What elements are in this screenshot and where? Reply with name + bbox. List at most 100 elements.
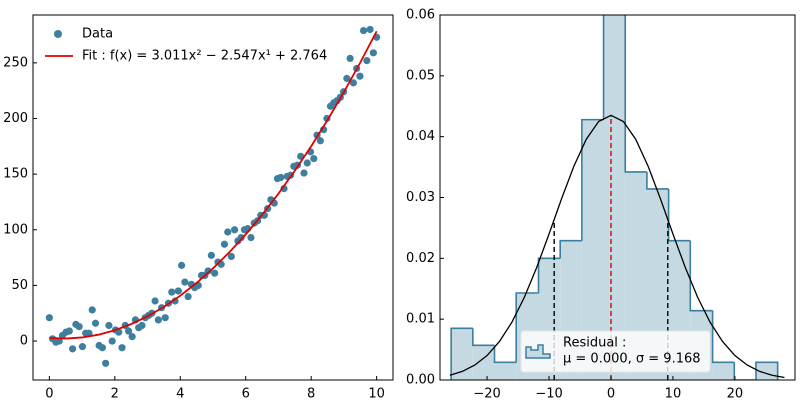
right-legend: Residual : μ = 0.000, σ = 9.168 [520,330,711,373]
data-point [356,72,364,80]
y-tick-label: 0.06 [406,8,435,23]
data-point [177,261,186,269]
data-point [174,287,182,295]
data-point [207,251,215,259]
data-point [181,278,189,286]
y-tick-label: 100 [3,222,28,237]
data-point [105,321,113,330]
hist-bar [625,171,647,380]
y-tick-label: 0.02 [406,251,435,266]
legend-marker [54,30,62,38]
data-point [161,314,169,322]
hist-edge [581,118,604,241]
hist-edge [667,188,691,242]
data-point [204,267,212,275]
hist-edge [689,240,713,312]
data-point [231,226,239,234]
hist-bar [603,15,626,380]
hist-edge [602,15,605,120]
hist-bar [581,119,604,380]
x-tick-label: −10 [535,387,562,400]
y-tick-label: 0.04 [406,129,435,144]
hist-bar [712,362,735,380]
data-point [138,321,146,330]
hist-edge [646,171,669,190]
data-point [184,292,192,301]
legend-label: Fit : f(x) = 3.011x² − 2.547x¹ + 2.764 [82,49,327,64]
data-point [171,297,179,305]
x-tick-label: 10 [665,387,682,400]
data-point [303,159,311,167]
data-point [168,288,176,296]
x-tick-label: 0 [607,387,615,400]
data-point [310,154,318,163]
x-tick-label: 8 [307,387,315,400]
data-point [91,319,100,327]
y-tick-label: 0.00 [406,373,435,388]
hist-edge [493,345,517,364]
data-point [227,252,235,261]
data-point [247,233,255,242]
data-point [366,25,374,34]
data-point [359,26,368,35]
x-tick-label: 0 [45,387,53,400]
hist-edge [450,327,473,380]
data-point [98,344,106,352]
right-plot [449,15,785,380]
plot-area [45,25,381,367]
data-point [211,269,219,277]
data-point [369,49,377,57]
data-point [88,306,96,314]
x-tick-label: 10 [368,387,385,400]
data-point [78,343,87,351]
data-point [316,137,324,145]
y-tick-label: 0.01 [406,312,435,327]
hist-edge [711,310,735,364]
data-point [237,233,245,242]
x-tick-label: 4 [176,387,184,400]
hist-edge [515,292,539,363]
x-tick-label: 6 [242,387,250,400]
left-plot [45,25,381,367]
data-point [363,57,371,65]
data-point [349,79,357,87]
x-tick-label: 2 [111,387,119,400]
data-point [65,327,73,335]
data-point [124,327,133,335]
data-point [224,228,232,236]
y-tick-label: 200 [3,111,28,126]
hist-edge [755,361,779,380]
data-point [300,169,308,177]
hist-edge [472,328,495,347]
data-point [69,345,77,353]
y-tick-label: 50 [11,278,28,293]
data-point [151,297,159,305]
x-tick-label: −20 [473,387,500,400]
data-point [128,333,136,341]
left-frame [32,14,394,381]
hist-bar [451,328,473,380]
y-tick-label: 250 [3,55,28,70]
x-tick-label: 20 [727,387,744,400]
data-point [45,314,53,322]
y-tick-label: 150 [3,167,28,182]
legend-label: Residual : [563,336,626,351]
hist-bar [494,362,517,380]
y-tick-label: 0.05 [406,68,435,83]
data-point [280,184,288,193]
fit-line [49,30,378,340]
normal-curve [449,114,785,379]
hist-edge [624,15,647,173]
data-point [108,337,116,345]
data-point [277,173,285,182]
y-tick-label: 0.03 [406,190,435,205]
data-point [75,322,83,331]
data-point [85,329,93,337]
legend-label: μ = 0.000, σ = 9.168 [563,352,701,367]
data-point [346,54,354,62]
hist-edge [733,362,756,380]
hist-edge [559,239,582,259]
legend-box [520,330,711,373]
left-legend: Data Fit : f(x) = 3.011x² − 2.547x¹ + 2.… [45,27,327,64]
